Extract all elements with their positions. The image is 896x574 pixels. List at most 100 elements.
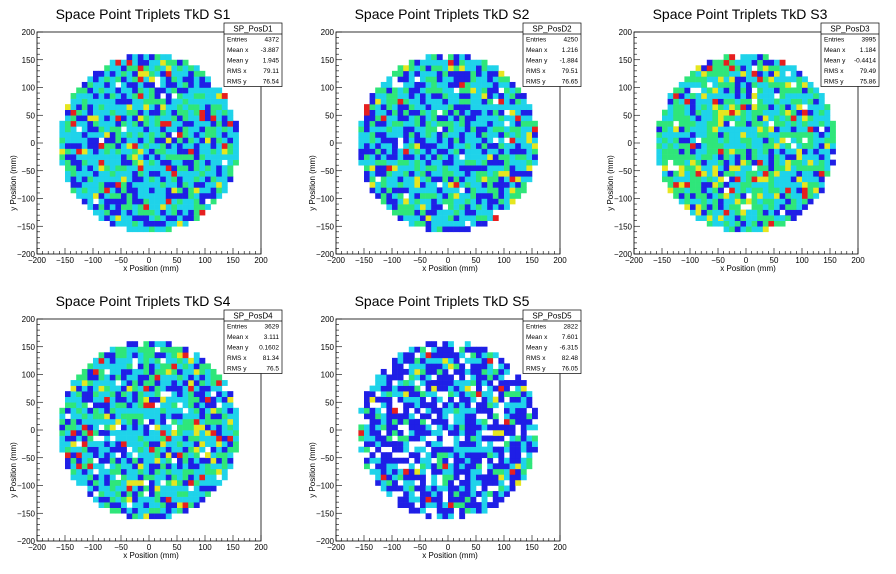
heatmap-cell [182, 192, 189, 199]
heatmap-cell [718, 215, 724, 221]
heatmap-cell [436, 396, 443, 403]
heatmap-cell [87, 198, 94, 205]
heatmap-cell [76, 109, 83, 116]
heatmap-cell [740, 120, 747, 127]
heatmap-cell [436, 187, 443, 194]
heatmap-cell [706, 87, 713, 94]
heatmap-cell [160, 341, 167, 348]
heatmap-cell [504, 93, 510, 99]
heatmap-cell [81, 435, 88, 442]
heatmap-cell [746, 165, 752, 172]
heatmap-cell [751, 115, 758, 122]
heatmap-cell [768, 148, 775, 155]
heatmap-cell [520, 468, 527, 475]
heatmap-cell [188, 385, 195, 392]
heatmap-cell [403, 215, 410, 221]
heatmap-cell [126, 104, 133, 110]
heatmap-cell [76, 446, 83, 453]
stats-row-label: Entries [526, 324, 547, 331]
heatmap-cell [109, 143, 116, 149]
heatmap-cell [701, 70, 708, 77]
heatmap-cell [414, 215, 421, 221]
heatmap-cell [442, 418, 449, 425]
heatmap-cell [470, 430, 477, 436]
heatmap-cell [734, 148, 741, 155]
heatmap-cell [221, 435, 228, 442]
heatmap-cell [233, 143, 239, 149]
heatmap-cell [774, 115, 780, 122]
heatmap-cell [81, 126, 88, 133]
axis-ticks [335, 31, 561, 255]
heatmap-cell [487, 457, 494, 464]
heatmap-cell [397, 215, 404, 221]
heatmap-cell [431, 192, 438, 199]
heatmap-cell [160, 143, 167, 149]
heatmap-cell [802, 115, 808, 122]
heatmap-cell [408, 70, 415, 77]
heatmap-cell [193, 424, 200, 431]
heatmap-cell [796, 93, 803, 99]
heatmap-cell [448, 502, 454, 508]
heatmap-cell [143, 76, 150, 83]
heatmap-cell [109, 93, 116, 99]
heatmap-cell [137, 491, 144, 497]
heatmap-cell [199, 87, 206, 94]
heatmap-cell [171, 385, 178, 392]
heatmap-cell [199, 391, 206, 397]
heatmap-cell [498, 176, 505, 183]
heatmap-cell [768, 137, 775, 144]
heatmap-cell [470, 93, 477, 99]
heatmap-cell [408, 104, 415, 110]
heatmap-cell [453, 93, 460, 99]
heatmap-cell [768, 165, 775, 172]
heatmap-cell [205, 115, 211, 122]
heatmap-cell [193, 385, 200, 392]
heatmap-cell [149, 380, 155, 386]
heatmap-cell [414, 59, 421, 66]
heatmap-cell [109, 502, 116, 508]
heatmap-cell [160, 435, 167, 442]
heatmap-cell [470, 131, 477, 138]
heatmap-cell [143, 226, 150, 233]
heatmap-cell [403, 170, 410, 177]
y-tick-label: −150 [316, 509, 335, 518]
heatmap-cell [149, 368, 155, 375]
heatmap-cell [526, 120, 533, 127]
heatmap-cell [718, 209, 724, 216]
heatmap-cell [193, 165, 200, 172]
x-tick-label: 150 [226, 543, 240, 552]
heatmap-cell [81, 396, 88, 403]
heatmap-cell [459, 479, 466, 486]
heatmap-cell [414, 374, 421, 381]
heatmap-cell [171, 418, 178, 425]
heatmap-cell [70, 402, 77, 409]
heatmap-cell [70, 418, 77, 425]
stats-row-value: 1.945 [263, 58, 280, 65]
heatmap-cell [364, 115, 370, 122]
heatmap-cell [397, 148, 404, 155]
heatmap-cell [431, 54, 438, 61]
heatmap-cell [459, 485, 466, 492]
heatmap-cell [481, 126, 488, 133]
heatmap-cell [746, 187, 752, 194]
stats-row-value: 75.86 [860, 79, 877, 86]
heatmap-cell [436, 457, 443, 464]
heatmap-cell [149, 115, 155, 122]
heatmap-cell [221, 115, 228, 122]
heatmap-cell [193, 109, 200, 116]
heatmap-cell [386, 176, 393, 183]
heatmap-cell [476, 143, 482, 149]
heatmap-cell [673, 159, 680, 166]
heatmap-cell [487, 463, 494, 470]
heatmap-cell [436, 413, 443, 420]
heatmap-cell [154, 165, 161, 172]
heatmap-cell [425, 430, 432, 436]
heatmap-cell [813, 115, 820, 122]
heatmap-cell [76, 176, 83, 183]
heatmap-cell [746, 170, 752, 177]
heatmap-cell [104, 126, 111, 133]
heatmap-cell [165, 402, 172, 409]
heatmap-cell [746, 215, 752, 221]
heatmap-cell [509, 143, 516, 149]
heatmap-cell [397, 391, 404, 397]
